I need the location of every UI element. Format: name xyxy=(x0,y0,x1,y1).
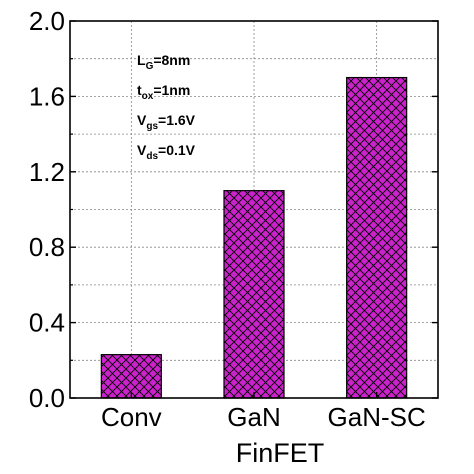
y-tick-label: 0.8 xyxy=(29,232,65,262)
parameter-annotation: LG=8nm tox=1nm Vgs=1.6V Vds=0.1V xyxy=(137,52,196,162)
y-tick-label: 1.2 xyxy=(29,157,65,187)
y-tick-label: 2.0 xyxy=(29,6,65,36)
bar-conv xyxy=(100,354,162,399)
x-tick-label: GaN xyxy=(227,402,280,432)
x-axis-label: FinFET xyxy=(236,438,325,468)
y-tick-label: 0.0 xyxy=(29,383,65,413)
bar-gan xyxy=(223,190,285,399)
y-tick-label: 1.6 xyxy=(29,81,65,111)
annotation-line: LG=8nm xyxy=(137,52,190,72)
annotation-line: Vgs=1.6V xyxy=(137,112,196,132)
annotation-line: tox=1nm xyxy=(137,82,190,102)
bar-gan-sc xyxy=(346,76,408,399)
y-tick-label: 0.4 xyxy=(29,308,65,338)
x-tick-label: GaN-SC xyxy=(328,402,426,432)
axis-ticks: 0.0 0.4 0.8 1.2 1.6 2.0 Conv GaN GaN-SC xyxy=(29,6,438,432)
x-tick-label: Conv xyxy=(101,402,162,432)
annotation-line: Vds=0.1V xyxy=(137,142,196,162)
bars xyxy=(100,76,408,399)
